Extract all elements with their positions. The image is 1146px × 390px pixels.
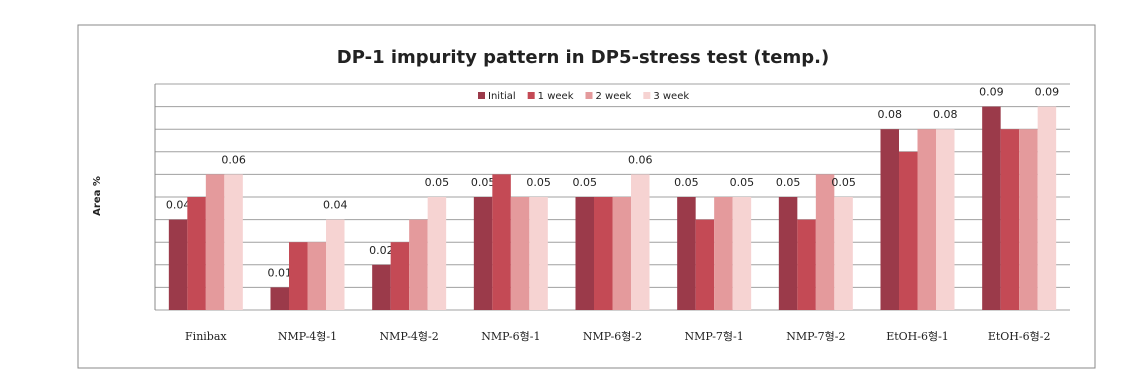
data-label: 0.05 [573,176,598,189]
x-tick-label: NMP-4형-1 [278,330,337,343]
bar [427,197,447,310]
data-label: 0.05 [674,176,699,189]
data-label: 0.06 [628,153,653,166]
data-label: 0.05 [730,176,755,189]
bar [270,287,289,310]
x-tick-label: Finibax [185,330,227,343]
data-label: 0.09 [1035,86,1060,99]
bar [187,197,206,310]
x-tick-label: NMP-6형-2 [583,330,642,343]
legend-label: 1 week [538,91,574,102]
data-label: 0.04 [166,199,191,212]
data-label: 0.05 [425,176,450,189]
bar [510,197,530,310]
bar [714,197,733,310]
x-tick-label: NMP-6형-1 [481,330,540,343]
data-label: 0.06 [221,153,246,166]
x-tick-label: EtOH-6형-2 [988,330,1051,343]
legend-swatch [527,92,535,99]
bar [917,129,936,310]
bar [289,242,308,310]
bar [409,219,428,310]
bar [880,129,899,310]
bar [732,197,752,310]
legend-swatch [643,92,651,99]
bar [778,197,798,310]
bar [529,197,548,310]
legend-label: 2 week [596,91,632,102]
bar [372,264,391,310]
bar [1000,129,1020,310]
data-label: 0.05 [471,176,496,189]
legend-label: 3 week [653,91,689,102]
legend-label: Initial [488,91,516,102]
bar [492,174,511,310]
bar [224,174,243,310]
bar [326,219,345,310]
bar [677,197,696,310]
data-label: 0.09 [979,86,1004,99]
bar [797,219,816,310]
bar [1037,106,1057,310]
bar [695,219,715,310]
bar [390,242,410,310]
x-tick-label: NMP-7형-2 [786,330,845,343]
bar [631,174,650,310]
bar [899,151,918,310]
bar [815,174,835,310]
bar [982,106,1001,310]
bar [473,197,493,310]
data-label: 0.05 [831,176,856,189]
legend-swatch [585,92,593,99]
x-tick-label: NMP-4형-2 [380,330,439,343]
y-axis-title: Area % [92,176,103,216]
bar [612,197,631,310]
data-label: 0.08 [878,108,903,121]
data-label: 0.08 [933,108,958,121]
bar [834,197,853,310]
data-label: 0.05 [526,176,551,189]
data-label: 0.04 [323,199,348,212]
bar [936,129,955,310]
bar [205,174,225,310]
chart-title: DP-1 impurity pattern in DP5-stress test… [337,47,829,68]
bar [168,219,188,310]
bar [1019,129,1038,310]
x-tick-label: EtOH-6형-1 [886,330,949,343]
data-label: 0.05 [776,176,801,189]
bar [575,197,594,310]
legend-swatch [478,92,485,99]
bar [307,242,326,310]
x-tick-label: NMP-7형-1 [685,330,744,343]
bar [594,197,613,310]
data-label: 0.01 [268,266,293,279]
data-label: 0.02 [369,244,394,257]
